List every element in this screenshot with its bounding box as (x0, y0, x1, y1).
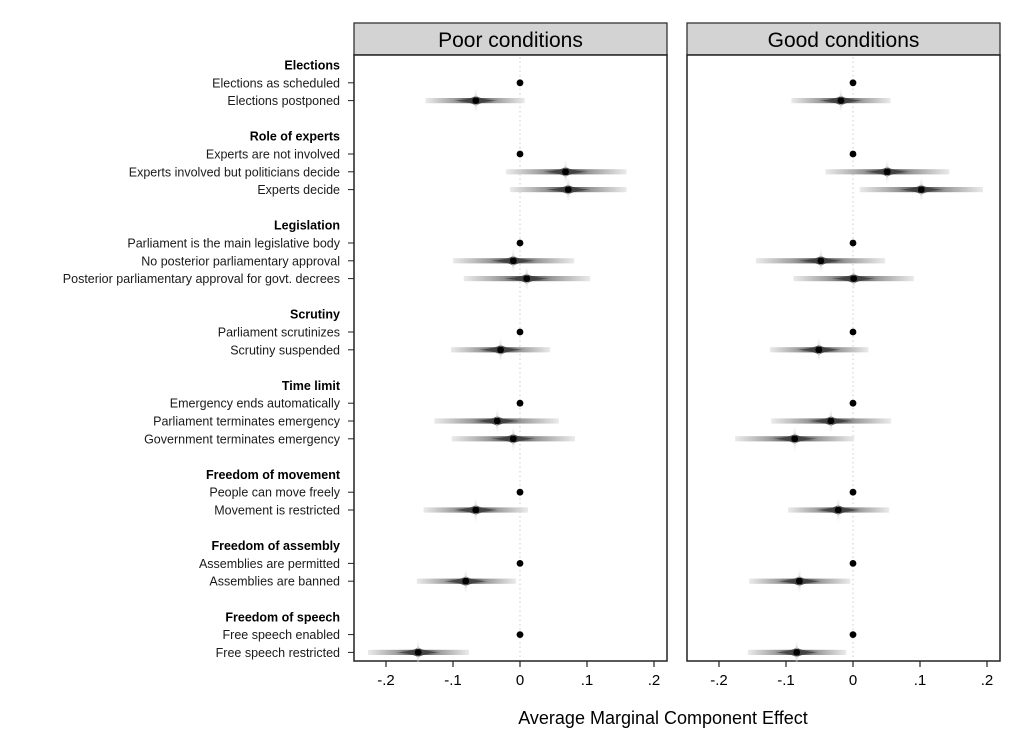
estimate-point (497, 346, 504, 354)
estimate-point (509, 435, 517, 443)
level-label: Experts are not involved (206, 148, 340, 162)
baseline-point (849, 150, 857, 158)
estimate-point (472, 506, 480, 514)
baseline-point (849, 631, 857, 638)
level-label: Experts decide (257, 183, 340, 197)
baseline-point (849, 328, 857, 336)
baseline-point (516, 631, 524, 638)
level-label: Government terminates emergency (144, 432, 341, 446)
level-label: Posterior parliamentary approval for gov… (63, 272, 340, 286)
x-axis-title: Average Marginal Component Effect (518, 708, 808, 728)
x-tick-label: -.1 (444, 672, 462, 689)
group-label: Freedom of speech (225, 610, 340, 624)
group-label: Freedom of movement (206, 468, 341, 482)
group-label: Legislation (274, 219, 340, 233)
plot-area (353, 54, 668, 662)
baseline-point (516, 79, 524, 87)
x-tick-label: -.2 (710, 672, 728, 689)
level-label: Parliament terminates emergency (153, 415, 341, 429)
baseline-point (849, 239, 857, 247)
panel-poor-conditions: Poor conditions -.2 -.1 0 .1 .2 (348, 22, 668, 689)
group-label: Time limit (282, 379, 341, 393)
x-tick-label: -.1 (777, 672, 795, 689)
baseline-point (849, 488, 857, 496)
baseline-point (849, 399, 857, 407)
level-label: Assemblies are banned (209, 575, 340, 589)
level-label: Emergency ends automatically (170, 397, 341, 411)
level-label: People can move freely (209, 486, 340, 500)
baseline-point (516, 239, 524, 247)
level-label: Free speech restricted (216, 646, 340, 660)
level-label: Elections as scheduled (212, 76, 340, 90)
level-label: Assemblies are permitted (199, 557, 340, 571)
panel-strip (353, 22, 668, 56)
estimate-point (509, 257, 517, 265)
x-tick-label: 0 (516, 672, 524, 689)
estimate-point (817, 257, 825, 265)
x-tick-label: .1 (581, 672, 594, 689)
x-tick-label: .2 (648, 672, 661, 689)
estimate-point (414, 649, 422, 656)
estimate-point (472, 97, 480, 104)
estimate-point (796, 577, 803, 585)
level-label: No posterior parliamentary approval (141, 254, 340, 268)
level-label: Elections postponed (227, 94, 340, 108)
estimate-point (493, 417, 501, 425)
x-tick-label: 0 (849, 672, 857, 689)
x-tick-label: -.2 (377, 672, 395, 689)
estimate-point (883, 168, 891, 176)
estimate-point (827, 417, 835, 425)
row-labels: Elections Elections as scheduled Elections… (63, 59, 341, 660)
level-label: Parliament scrutinizes (218, 326, 340, 340)
panel-strip (686, 22, 1001, 56)
estimate-point (917, 186, 925, 194)
estimate-point (791, 435, 799, 443)
baseline-point (849, 79, 857, 87)
group-label: Scrutiny (290, 308, 340, 322)
baseline-point (516, 328, 524, 336)
estimate-point (462, 577, 470, 585)
group-label: Elections (284, 59, 340, 73)
group-label: Freedom of assembly (211, 539, 340, 553)
group-label: Role of experts (250, 130, 340, 144)
estimate-point (523, 275, 531, 282)
plot-area (686, 54, 1001, 662)
level-label: Movement is restricted (214, 504, 340, 518)
baseline-point (849, 560, 857, 567)
baseline-point (516, 488, 524, 496)
estimate-point (837, 97, 845, 104)
x-tick-label: .2 (981, 672, 994, 689)
level-label: Scrutiny suspended (230, 343, 340, 357)
x-tick-label: .1 (914, 672, 927, 689)
baseline-point (516, 560, 524, 567)
baseline-point (516, 399, 524, 407)
baseline-point (516, 150, 524, 158)
estimate-point (564, 186, 572, 194)
panel-good-conditions: Good conditions -.2 -.1 0 .1 .2 (686, 22, 1001, 689)
panel-title: Poor conditions (438, 29, 583, 52)
estimate-point (834, 506, 842, 514)
level-label: Parliament is the main legislative body (127, 237, 340, 251)
estimate-point (850, 275, 858, 282)
level-label: Free speech enabled (223, 628, 340, 642)
level-label: Experts involved but politicians decide (129, 165, 340, 179)
panel-title: Good conditions (768, 29, 920, 52)
estimate-point (815, 346, 823, 354)
estimate-point (562, 168, 569, 176)
estimate-point (793, 649, 801, 656)
